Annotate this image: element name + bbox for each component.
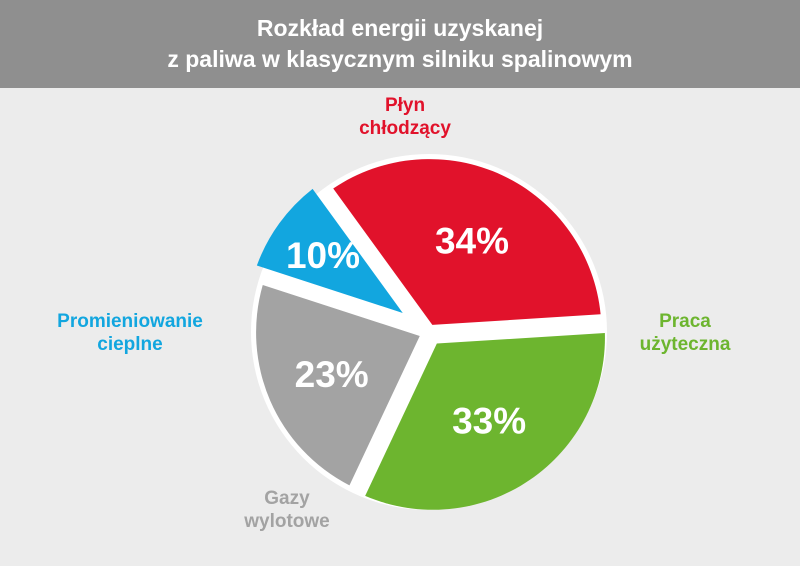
category-label-line: cieplne xyxy=(97,334,163,355)
category-label-plyn-chlodzacy: Płyn chłodzący xyxy=(330,94,480,140)
category-label-line: Praca xyxy=(659,311,711,332)
pie-slice xyxy=(256,188,403,313)
pie-slice xyxy=(256,284,420,486)
category-label-line: Płyn xyxy=(384,95,426,116)
pie-slice xyxy=(365,332,605,510)
chart-title-bar: Rozkład energii uzyskanej z paliwa w kla… xyxy=(0,0,800,88)
category-label-line: Gazy xyxy=(264,488,310,509)
slice-value-label: 33% xyxy=(452,401,526,442)
slice-value-label: 23% xyxy=(295,354,369,395)
chart-title-line-1: Rozkład energii uzyskanej xyxy=(256,15,544,41)
category-label-line: Promieniowanie xyxy=(57,311,203,332)
slice-value-label: 10% xyxy=(286,235,360,276)
category-label-promieniowanie-cieplne: Promieniowanie cieplne xyxy=(20,310,240,356)
chart-title-line-2: z paliwa w klasycznym silniku spalinowym xyxy=(167,46,633,72)
category-label-line: wylotowe xyxy=(244,511,330,532)
slice-value-label: 34% xyxy=(435,221,509,262)
pie-slice xyxy=(333,159,601,325)
category-label-gazy-wylotowe: Gazy wylotowe xyxy=(212,487,362,533)
category-label-line: użyteczna xyxy=(639,334,731,355)
category-label-praca-uzyteczna: Praca użyteczna xyxy=(610,310,760,356)
category-label-line: chłodzący xyxy=(359,118,451,139)
